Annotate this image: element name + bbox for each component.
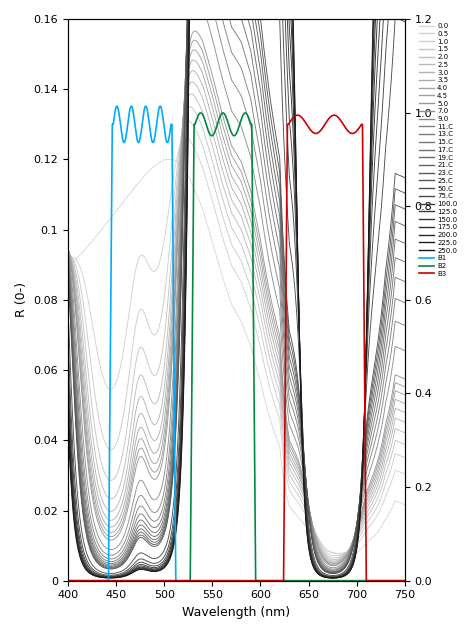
X-axis label: Wavelength (nm): Wavelength (nm) [182,606,291,619]
Y-axis label: R (0-): R (0-) [15,282,28,318]
Legend: 0.0, 0.5, 1.0, 1.5, 2.0, 2.5, 3.0, 3.5, 4.0, 4.5, 5.0, 7.0, 9.0, 11.C, 13.C, 15.: 0.0, 0.5, 1.0, 1.5, 2.0, 2.5, 3.0, 3.5, … [419,22,458,278]
